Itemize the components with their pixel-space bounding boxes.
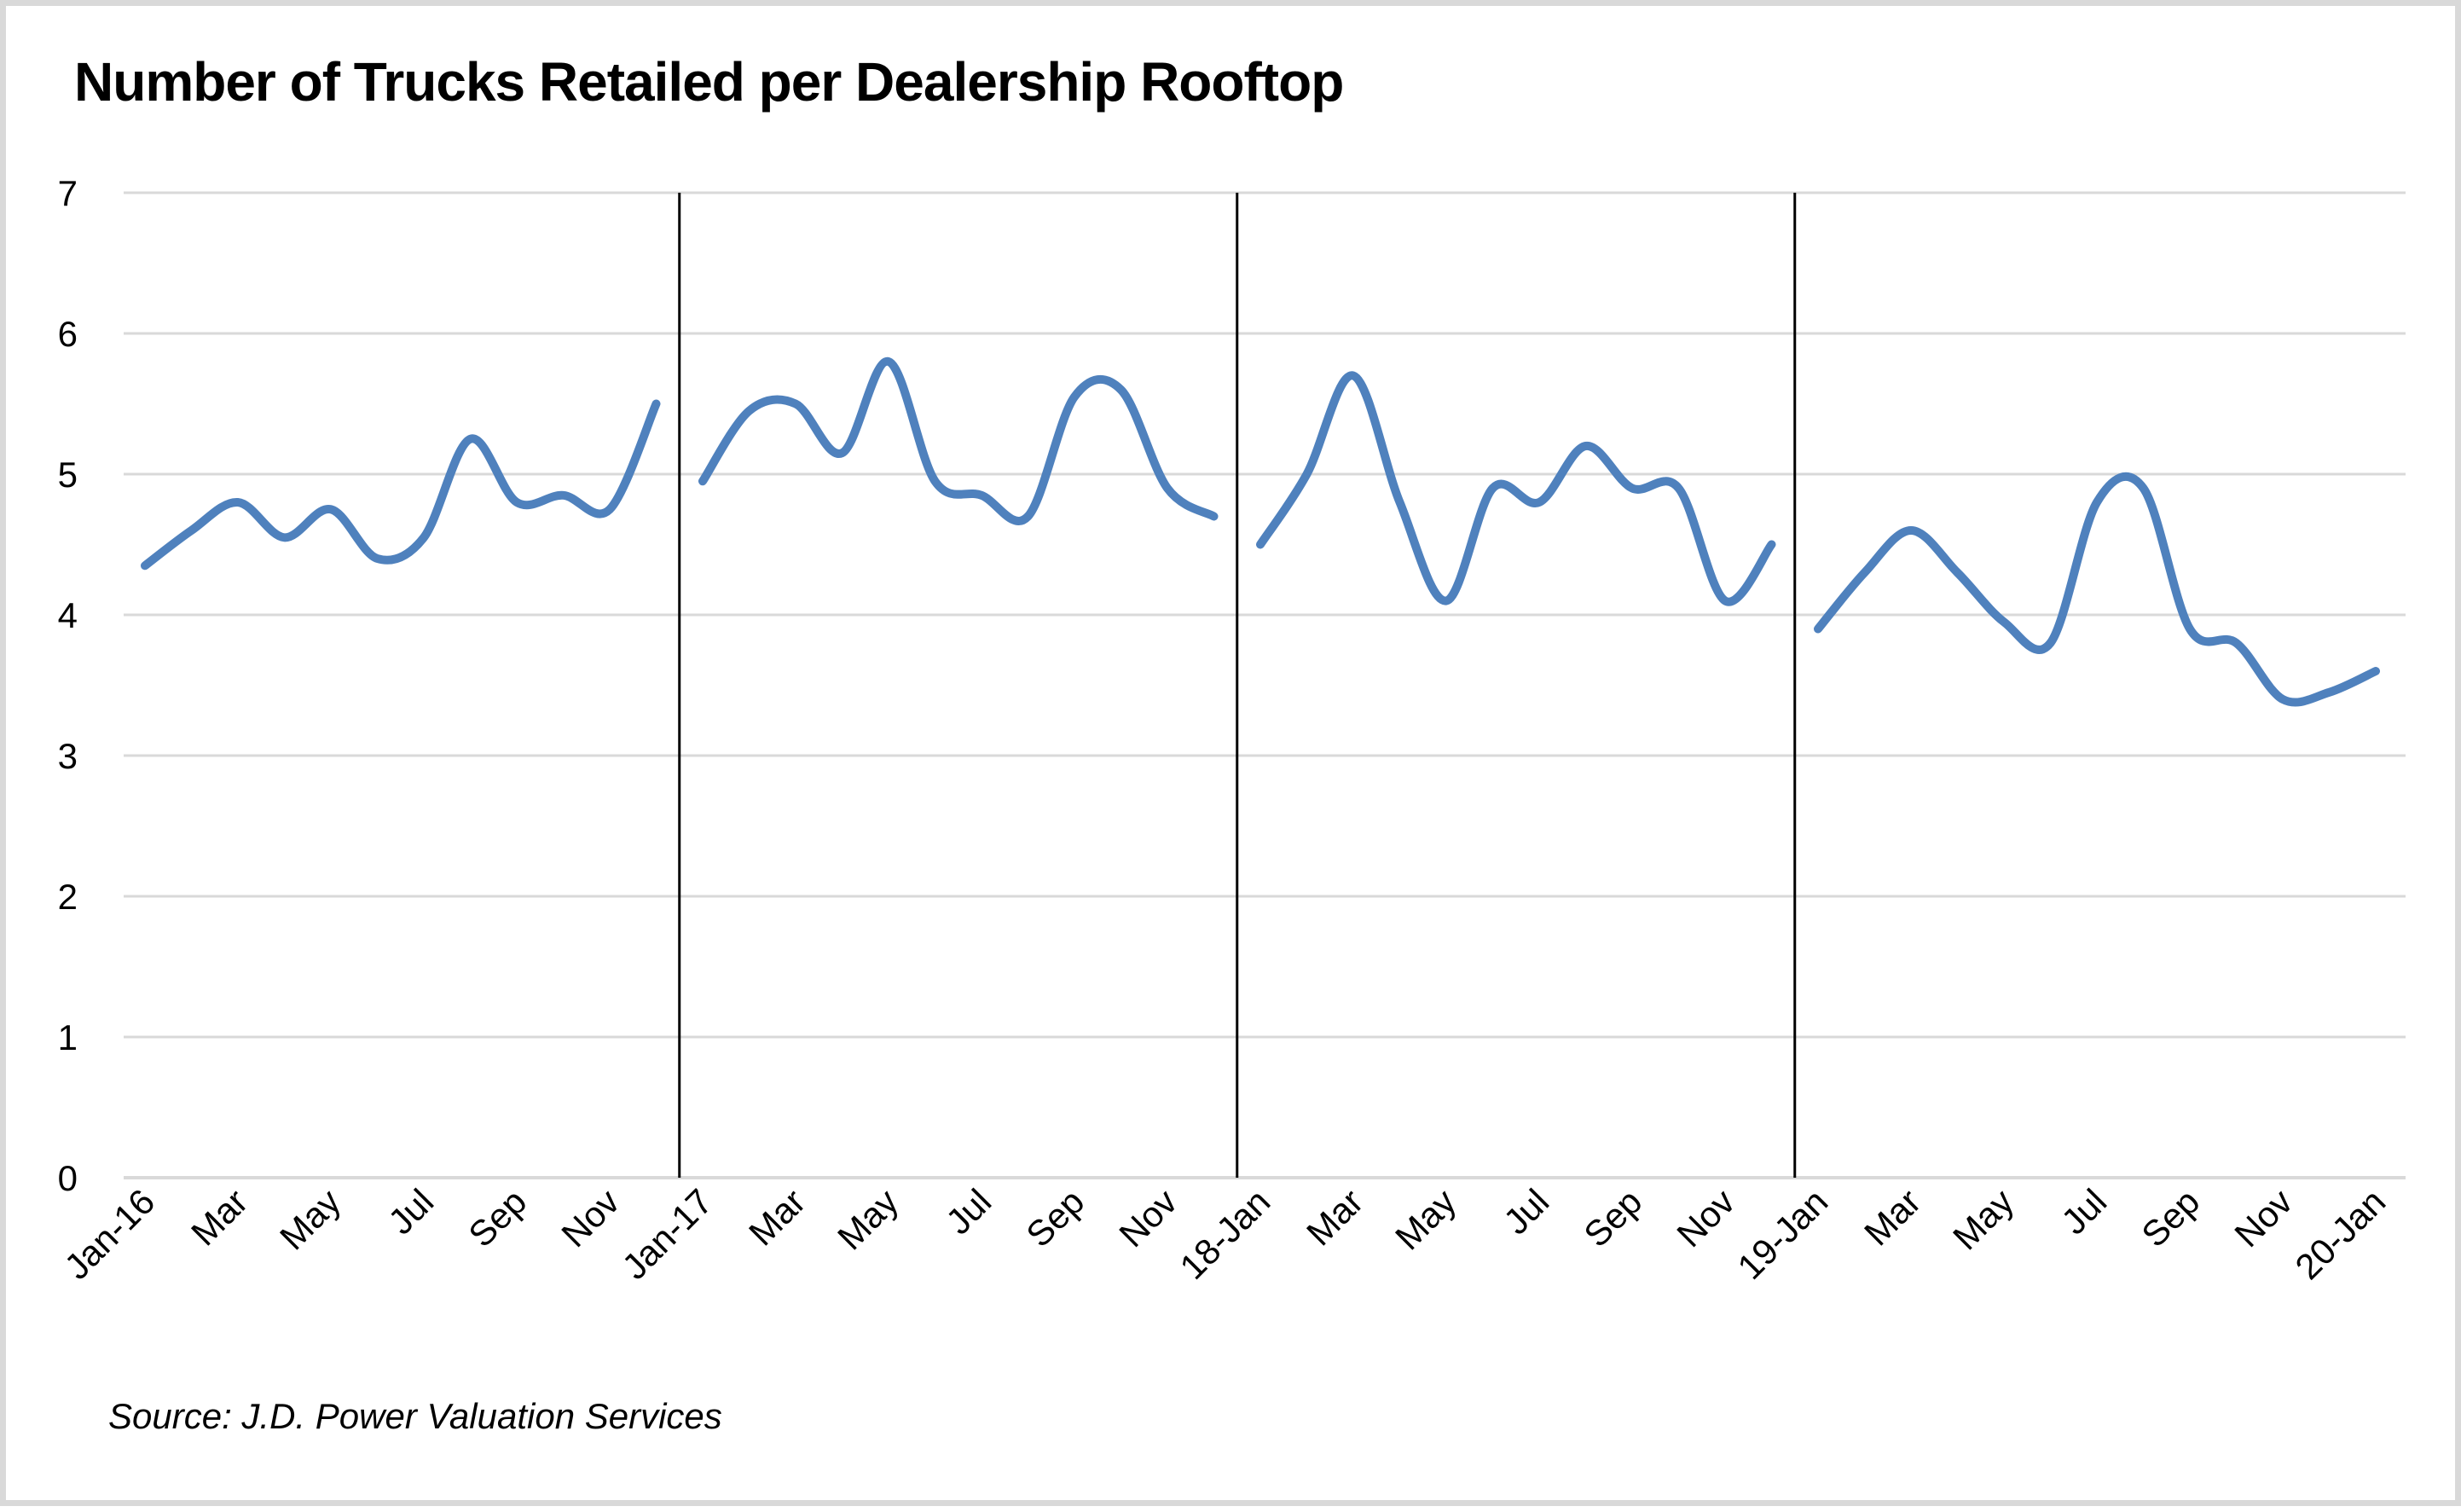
x-tick-label: Jul [1496, 1181, 1556, 1242]
x-tick-label: Sep [2134, 1181, 2207, 1254]
x-tick-label: May [830, 1181, 906, 1257]
x-tick-label: Mar [1856, 1181, 1928, 1253]
series-trucks-retailed [145, 362, 2376, 703]
x-tick-label: May [272, 1181, 348, 1257]
x-tick-label: Nov [1111, 1181, 1184, 1254]
series-line-2016 [145, 404, 657, 566]
x-tick-label: Nov [553, 1181, 627, 1254]
y-tick-label: 5 [58, 455, 78, 495]
x-tick-label: Mar [1299, 1181, 1370, 1253]
x-tick-label: Jul [938, 1181, 999, 1242]
series-line-2017 [703, 362, 1214, 521]
x-tick-label: Mar [741, 1181, 813, 1253]
y-tick-label: 6 [58, 314, 78, 354]
y-tick-label: 7 [58, 173, 78, 213]
x-tick-label: 20-Jan [2287, 1181, 2393, 1287]
x-tick-label: Jul [2053, 1181, 2114, 1242]
x-tick-label: Jan-17 [614, 1181, 720, 1287]
series-line-2018 [1260, 375, 1772, 601]
x-tick-label: May [1945, 1181, 2021, 1257]
series-line-2019 [1818, 477, 2376, 703]
x-tick-label: May [1387, 1181, 1463, 1257]
x-tick-label: Mar [183, 1181, 255, 1253]
gridlines [124, 193, 2406, 1178]
x-tick-label: Sep [1576, 1181, 1649, 1254]
y-axis: 0 1 2 3 4 5 6 7 [58, 173, 78, 1198]
year-dividers [680, 193, 1795, 1178]
y-tick-label: 4 [58, 595, 78, 635]
y-tick-label: 1 [58, 1017, 78, 1057]
source-note: Source: J.D. Power Valuation Services [108, 1396, 722, 1437]
y-tick-label: 2 [58, 877, 78, 917]
y-tick-label: 3 [58, 736, 78, 776]
x-tick-label: Jul [380, 1181, 441, 1242]
y-tick-label: 0 [58, 1158, 78, 1198]
x-tick-label: Sep [460, 1181, 534, 1254]
x-tick-label: 19-Jan [1729, 1181, 1835, 1287]
x-tick-label: Nov [1669, 1181, 1742, 1254]
x-tick-label: Nov [2226, 1181, 2300, 1254]
x-tick-label: Sep [1018, 1181, 1092, 1254]
x-tick-label: 18-Jan [1172, 1181, 1277, 1287]
